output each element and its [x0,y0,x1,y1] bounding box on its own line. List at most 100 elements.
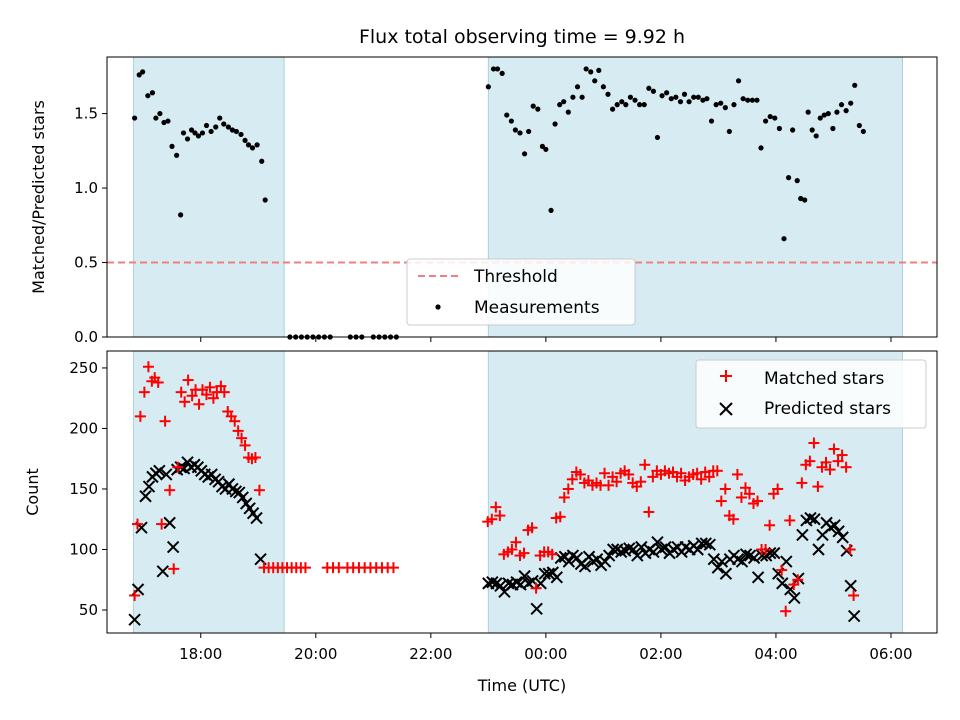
matched-star-point [808,437,820,449]
matched-star-point [719,483,731,495]
matched-star-point [780,605,792,617]
matched-star-point [164,484,176,496]
predicted-star-point [163,516,176,530]
measurement-point [637,102,643,108]
measurement-point [646,85,652,91]
measurement-point [188,127,195,133]
measurement-point [664,90,670,96]
measurement-point [169,143,175,149]
measurement-point [659,93,665,99]
matched-star-point [647,471,659,483]
measurement-point [668,96,674,102]
predicted-star-point [615,545,628,559]
matched-star-point [635,476,647,488]
threshold-legend-label: Threshold [473,267,558,287]
measurement-point [860,128,866,135]
predicted-star-point [250,511,263,525]
predicted-star-point [236,491,249,504]
matched-star-point [828,443,840,455]
x-tick-label: 22:00 [409,645,452,663]
measurement-point [208,128,214,135]
x-tick-label: 04:00 [754,645,797,663]
bottom-legend: Matched stars Predicted stars [695,359,927,429]
predicted-star-point [530,602,543,616]
bottom-y-axis-label: Count [23,468,42,516]
predicted-star-point [812,543,825,556]
measurement-point [681,91,688,97]
matched-star-point [253,484,265,496]
measurement-point [132,115,138,121]
matched-star-point [599,467,611,479]
matched-star-point [796,477,808,489]
matched-star-point [784,514,796,526]
x-tick-label: 20:00 [294,645,337,663]
matched-star-point [562,483,574,495]
predicted-star-point [139,490,152,503]
matched-star-point [129,589,141,601]
measurement-point [259,158,265,164]
measurement-point [165,118,171,124]
measurement-point [561,99,567,105]
matched-star-point [695,473,707,485]
matched-star-point [142,361,154,373]
matched-star-point [249,452,261,464]
matched-star-point [675,467,687,479]
measurement-point [161,119,167,126]
measurement-point [192,130,198,136]
measurement-point [673,94,679,100]
measurement-point [245,142,252,148]
predicted-legend-swatch [719,402,733,416]
measurement-point [557,102,563,108]
measurement-point [691,94,697,100]
measurement-point [627,94,634,100]
measurement-point [490,66,497,72]
measurement-point [517,130,523,136]
predicted-star-point [808,513,821,526]
x-tick-label: 00:00 [524,645,567,663]
predicted-star-point [562,555,576,568]
measurement-point [249,145,256,151]
measurement-point [262,197,268,203]
measurement-point [708,118,715,124]
measurement-point [641,102,647,108]
measurement-point [838,102,845,108]
x-tick-label: 02:00 [639,645,682,663]
measurement-point [140,69,146,75]
matched-star-point [546,548,558,560]
y-tick-label: 50 [79,601,98,619]
measurement-point [623,102,629,108]
predicted-star-point [142,480,156,493]
matched-star-point [691,467,703,479]
measurement-point [548,207,554,214]
top-legend: Threshold Measurements [406,258,636,326]
predicted-star-point [631,549,644,562]
measurement-point [225,124,231,130]
matched-star-point [715,495,727,507]
predicted-star-point [153,464,166,478]
predicted-star-point [804,511,817,525]
measurement-point [695,94,701,100]
measurement-point [494,66,501,72]
predicted-star-point [542,567,555,580]
matched-star-point [159,415,171,427]
measurement-point [526,128,532,135]
matched-star-point [486,513,498,525]
matched-stars-series [129,361,860,617]
predicted-star-point [776,577,789,590]
predicted-star-point [747,551,761,565]
predicted-star-point [602,549,616,562]
measurement-point [149,90,156,96]
matched-star-point [735,491,747,503]
measurement-point [153,115,159,121]
predicted-star-point [550,571,564,584]
measurement-point [180,130,187,136]
measurement-point [521,151,528,157]
measurement-point [254,142,260,148]
measurement-point [485,84,491,90]
matched-star-point [215,380,227,392]
measurement-point [781,236,787,242]
bottom-y-axis: 50 100 150 200 250 [69,359,107,619]
measurement-point [178,212,184,218]
measurement-point [813,133,819,139]
